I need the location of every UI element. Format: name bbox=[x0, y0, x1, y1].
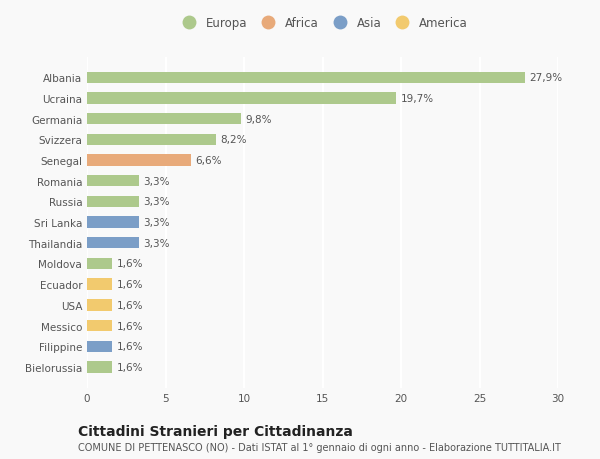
Text: 9,8%: 9,8% bbox=[245, 114, 272, 124]
Legend: Europa, Africa, Asia, America: Europa, Africa, Asia, America bbox=[177, 17, 468, 30]
Text: Cittadini Stranieri per Cittadinanza: Cittadini Stranieri per Cittadinanza bbox=[78, 425, 353, 438]
Text: 8,2%: 8,2% bbox=[220, 135, 247, 145]
Text: 3,3%: 3,3% bbox=[143, 218, 170, 228]
Text: 1,6%: 1,6% bbox=[117, 321, 143, 331]
Text: 1,6%: 1,6% bbox=[117, 362, 143, 372]
Bar bbox=[87, 258, 112, 269]
Bar bbox=[87, 134, 216, 146]
Bar bbox=[87, 114, 241, 125]
Text: 1,6%: 1,6% bbox=[117, 280, 143, 290]
Text: 1,6%: 1,6% bbox=[117, 341, 143, 352]
Text: 1,6%: 1,6% bbox=[117, 300, 143, 310]
Bar bbox=[87, 320, 112, 331]
Text: 27,9%: 27,9% bbox=[530, 73, 563, 83]
Bar bbox=[87, 279, 112, 290]
Bar bbox=[87, 217, 139, 228]
Text: 1,6%: 1,6% bbox=[117, 259, 143, 269]
Text: COMUNE DI PETTENASCO (NO) - Dati ISTAT al 1° gennaio di ogni anno - Elaborazione: COMUNE DI PETTENASCO (NO) - Dati ISTAT a… bbox=[78, 442, 561, 452]
Bar bbox=[87, 300, 112, 311]
Bar bbox=[87, 238, 139, 249]
Bar bbox=[87, 196, 139, 207]
Text: 6,6%: 6,6% bbox=[196, 156, 222, 166]
Text: 19,7%: 19,7% bbox=[401, 94, 434, 104]
Text: 3,3%: 3,3% bbox=[143, 176, 170, 186]
Bar bbox=[87, 341, 112, 352]
Bar bbox=[87, 362, 112, 373]
Text: 3,3%: 3,3% bbox=[143, 197, 170, 207]
Text: 3,3%: 3,3% bbox=[143, 238, 170, 248]
Bar bbox=[87, 155, 191, 166]
Bar bbox=[87, 73, 525, 84]
Bar bbox=[87, 176, 139, 187]
Bar bbox=[87, 93, 396, 104]
